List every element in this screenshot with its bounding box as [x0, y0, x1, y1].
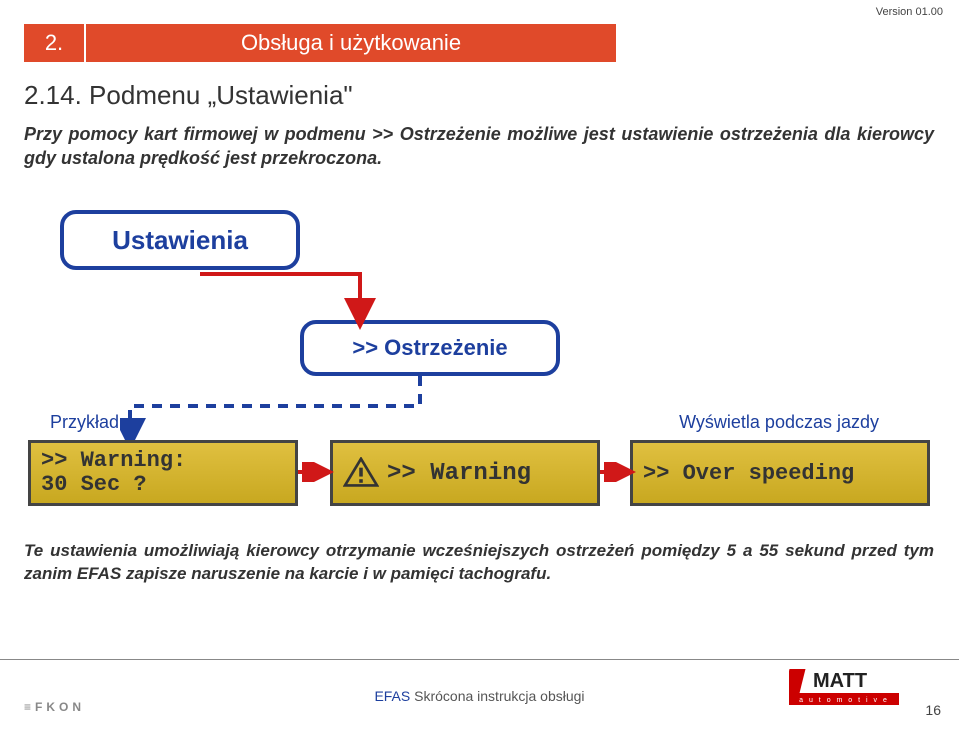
header-number: 2.: [24, 24, 84, 62]
lcd-display-1: >> Warning: 30 Sec ?: [28, 440, 298, 506]
warning-triangle-icon: [343, 457, 379, 489]
section-title: 2.14. Podmenu „Ustawienia": [24, 80, 353, 111]
page-number: 16: [925, 702, 941, 718]
efkon-logo: ≡FKON: [24, 700, 85, 714]
footer-blue: EFAS: [374, 688, 410, 704]
matt-logo: MATT a u t o m o t i v e: [789, 663, 899, 710]
lcd1-line1: >> Warning:: [41, 449, 285, 473]
lcd3-text: >> Over speeding: [643, 461, 917, 486]
node-ostrzezenie: >> Ostrzeżenie: [300, 320, 560, 376]
svg-text:MATT: MATT: [813, 670, 867, 692]
conclusion-paragraph: Te ustawienia umożliwiają kierowcy otrzy…: [24, 540, 934, 586]
lcd-display-3: >> Over speeding: [630, 440, 930, 506]
version-label: Version 01.00: [876, 6, 943, 18]
label-przyklad: Przykład: [50, 412, 119, 433]
body-paragraph: Przy pomocy kart firmowej w podmenu >> O…: [24, 122, 934, 171]
label-wyswietla: Wyświetla podczas jazdy: [679, 412, 879, 433]
footer-divider: [0, 659, 959, 660]
lcd-display-2: >> Warning: [330, 440, 600, 506]
dashed-connector: [120, 376, 440, 446]
footer-rest: Skrócona instrukcja obsługi: [410, 688, 584, 704]
lcd1-line2: 30 Sec ?: [41, 473, 285, 497]
svg-text:a u t o m o t i v e: a u t o m o t i v e: [799, 697, 889, 704]
lcd2-text: >> Warning: [387, 460, 531, 487]
page-header: 2. Obsługa i użytkowanie: [24, 24, 616, 62]
arrow-lcd1-lcd2: [298, 462, 334, 482]
node-ustawienia: Ustawienia: [60, 210, 300, 270]
header-title: Obsługa i użytkowanie: [86, 24, 616, 62]
